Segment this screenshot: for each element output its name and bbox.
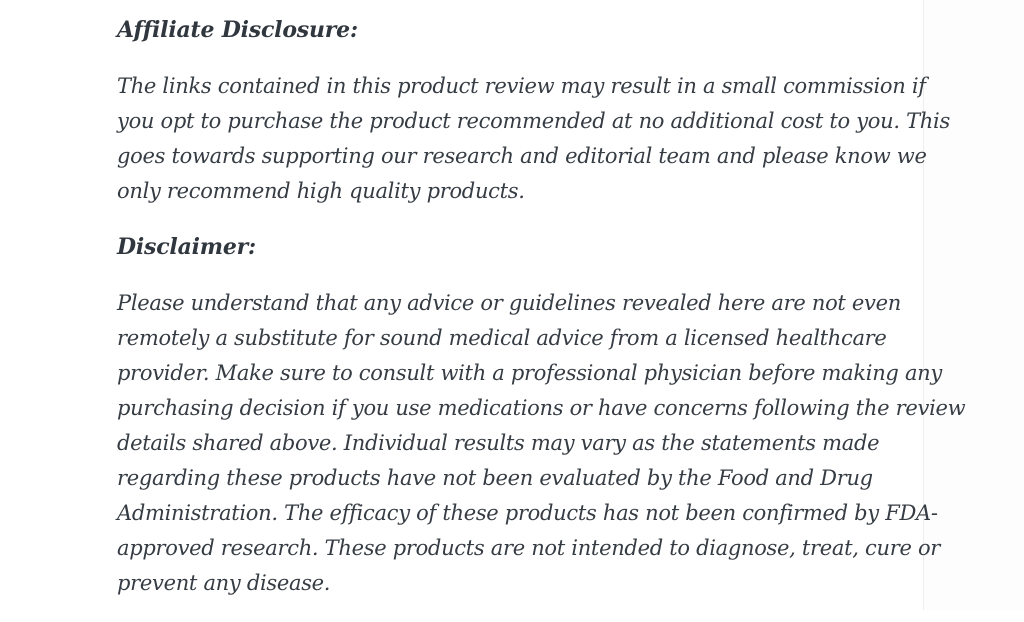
affiliate-disclosure-paragraph: The links contained in this product revi…: [117, 74, 950, 203]
disclaimer-paragraph: Please understand that any advice or gui…: [117, 291, 966, 595]
disclaimer-heading: Disclaimer:: [117, 234, 256, 260]
disclosure-article: Affiliate Disclosure: The links containe…: [117, 0, 966, 622]
content-column-edge: [923, 0, 1024, 610]
affiliate-disclosure-heading: Affiliate Disclosure:: [117, 17, 358, 43]
